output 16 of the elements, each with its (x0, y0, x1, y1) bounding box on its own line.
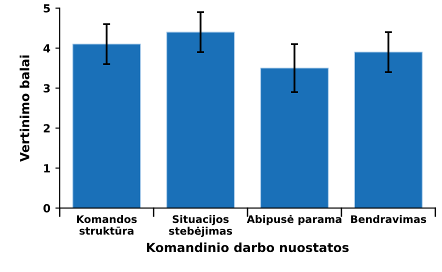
bar (260, 68, 329, 208)
x-tick-label: Situacijos stebėjimas (169, 215, 232, 237)
y-tick-label: 1 (44, 164, 50, 172)
x-tick-label: Komandos struktūra (77, 215, 137, 235)
y-tick-label: 4 (43, 44, 50, 52)
x-axis-title: Komandinio darbo nuostatos (146, 242, 349, 252)
y-tick-label: 3 (44, 84, 50, 93)
bar (354, 52, 423, 208)
y-tick-label: 0 (43, 204, 50, 212)
y-tick-label: 5 (44, 4, 50, 13)
bar (72, 44, 141, 208)
y-tick-label: 2 (44, 124, 50, 132)
bar (166, 32, 235, 208)
y-axis-title: Vertinimo balai (20, 55, 30, 162)
x-tick-label: Bendravimas (351, 215, 426, 224)
x-tick-label: Abipusė parama (246, 215, 342, 226)
